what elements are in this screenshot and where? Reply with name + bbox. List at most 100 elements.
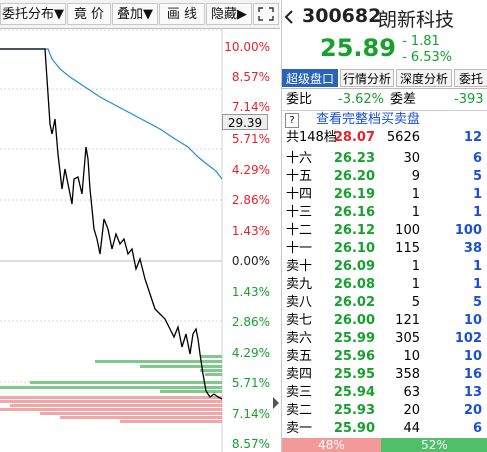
summary-count: 12 bbox=[463, 130, 482, 145]
y-label: 1.43% bbox=[231, 285, 270, 299]
ask-count: 6 bbox=[472, 421, 482, 436]
y-label: 4.29% bbox=[231, 346, 270, 360]
y-label: 7.14% bbox=[231, 100, 270, 114]
ask-row[interactable]: 十二 26.12 100 100 bbox=[282, 222, 487, 240]
ask-row[interactable]: 卖七 26.00 121 10 bbox=[282, 312, 487, 330]
ask-volume: 20 bbox=[403, 403, 420, 418]
ask-count: 38 bbox=[463, 241, 482, 256]
ask-count: 13 bbox=[463, 385, 482, 400]
y-label: 2.86% bbox=[231, 315, 270, 329]
y-label: 5.71% bbox=[231, 132, 270, 146]
ask-volume: 1 bbox=[411, 259, 420, 274]
ask-price: 25.93 bbox=[333, 403, 375, 418]
hide-button[interactable]: 隐藏▶ bbox=[206, 3, 252, 25]
order-ratio-value: -3.62% bbox=[338, 92, 384, 107]
ask-level: 卖六 bbox=[286, 331, 313, 346]
view-full-orderbook-link[interactable]: 查看完整档买卖盘 bbox=[316, 112, 421, 127]
price-line bbox=[0, 48, 223, 400]
ask-volume: 1 bbox=[411, 187, 420, 202]
ask-price: 26.08 bbox=[333, 277, 375, 292]
summary-volume: 5626 bbox=[386, 130, 420, 145]
ask-count: 6 bbox=[472, 151, 482, 166]
ask-price: 26.12 bbox=[333, 223, 375, 238]
ask-volume: 358 bbox=[395, 367, 420, 382]
ask-volume: 1 bbox=[411, 277, 420, 292]
fullscreen-icon[interactable] bbox=[253, 3, 279, 25]
y-label-zero: 0.00% bbox=[231, 254, 270, 268]
ask-row[interactable]: 卖九 26.08 1 1 bbox=[282, 276, 487, 294]
ask-volume: 30 bbox=[403, 151, 420, 166]
chart-canvas bbox=[0, 29, 223, 452]
ask-price: 26.16 bbox=[333, 205, 375, 220]
buy-ratio-text: 52% bbox=[421, 438, 448, 452]
summary-label: 共148档 bbox=[286, 130, 337, 145]
price-change: - 1.81 bbox=[402, 34, 440, 49]
ask-level: 十四 bbox=[286, 187, 313, 202]
ask-volume: 63 bbox=[403, 385, 420, 400]
ask-row[interactable]: 卖二 25.93 20 20 bbox=[282, 402, 487, 420]
ask-count: 20 bbox=[463, 403, 482, 418]
ask-price: 26.20 bbox=[333, 169, 375, 184]
sell-ratio-text: 48% bbox=[318, 438, 345, 452]
ask-row[interactable]: 卖八 26.02 5 5 bbox=[282, 294, 487, 312]
ask-row[interactable]: 卖十 26.09 1 1 bbox=[282, 258, 487, 276]
y-label: 2.86% bbox=[231, 193, 270, 207]
tab-market-analysis[interactable]: 行情分析 bbox=[340, 69, 394, 87]
ask-count: 16 bbox=[463, 367, 482, 382]
ask-volume: 115 bbox=[395, 241, 420, 256]
auction-button[interactable]: 竟 价 bbox=[67, 3, 111, 25]
ask-row[interactable]: 十五 26.20 9 5 bbox=[282, 168, 487, 186]
ask-row[interactable]: 卖五 25.96 10 10 bbox=[282, 348, 487, 366]
order-distribution-dropdown[interactable]: 委托分布▼ bbox=[0, 3, 66, 25]
stock-name: 朗新科技 bbox=[378, 9, 455, 31]
ask-row[interactable]: 十六 26.23 30 6 bbox=[282, 150, 487, 168]
ask-price: 26.10 bbox=[333, 241, 375, 256]
current-price: 25.89 bbox=[320, 34, 396, 62]
full-book-row: ? 查看完整档买卖盘 bbox=[282, 111, 487, 129]
buy-order-bars bbox=[0, 396, 222, 423]
ask-row[interactable]: 十四 26.19 1 1 bbox=[282, 186, 487, 204]
order-ratio-label: 委比 bbox=[286, 92, 313, 107]
ask-price: 26.02 bbox=[333, 295, 375, 310]
ask-volume: 44 bbox=[403, 421, 420, 436]
ask-level: 卖五 bbox=[286, 349, 313, 364]
y-label: 10.00% bbox=[224, 40, 270, 54]
overlay-dropdown[interactable]: 叠加▼ bbox=[112, 3, 158, 25]
price-marker: 29.39 bbox=[222, 114, 268, 130]
chart-toolbar: 委托分布▼ 竟 价 叠加▼ 画 线 隐藏▶ bbox=[0, 0, 280, 29]
tab-super-orderbook[interactable]: 超级盘口 bbox=[282, 69, 338, 87]
ask-volume: 305 bbox=[395, 331, 420, 346]
panel-tabs: 超级盘口 行情分析 深度分析 委托 bbox=[282, 68, 487, 89]
ask-row[interactable]: 十三 26.16 1 1 bbox=[282, 204, 487, 222]
ask-volume: 5 bbox=[411, 295, 420, 310]
ask-level: 十一 bbox=[286, 241, 313, 256]
ask-level: 卖九 bbox=[286, 277, 313, 292]
ask-row[interactable]: 卖一 25.90 44 6 bbox=[282, 420, 487, 438]
ask-price: 25.95 bbox=[333, 367, 375, 382]
ask-row[interactable]: 十一 26.10 115 38 bbox=[282, 240, 487, 258]
ask-row[interactable]: 卖六 25.99 305 102 bbox=[282, 330, 487, 348]
ask-volume: 10 bbox=[403, 349, 420, 364]
ask-level: 卖八 bbox=[286, 295, 313, 310]
ask-count: 5 bbox=[472, 169, 482, 184]
tab-orders[interactable]: 委托 bbox=[454, 69, 487, 87]
ask-count: 1 bbox=[472, 259, 482, 274]
tab-depth-analysis[interactable]: 深度分析 bbox=[396, 69, 452, 87]
ask-price: 26.09 bbox=[333, 259, 375, 274]
ask-price: 25.99 bbox=[333, 331, 375, 346]
collapse-arrow-icon[interactable] bbox=[272, 395, 280, 411]
ask-level: 卖七 bbox=[286, 313, 313, 328]
stock-code: 300682 bbox=[302, 5, 382, 27]
ask-level: 十六 bbox=[286, 151, 313, 166]
ask-row[interactable]: 卖三 25.94 63 13 bbox=[282, 384, 487, 402]
ask-row[interactable]: 卖四 25.95 358 16 bbox=[282, 366, 487, 384]
summary-price: 28.07 bbox=[333, 130, 375, 145]
help-icon[interactable]: ? bbox=[285, 113, 299, 128]
left-arrow-icon[interactable] bbox=[284, 9, 294, 29]
ask-level: 卖一 bbox=[286, 421, 313, 436]
draw-line-button[interactable]: 画 线 bbox=[159, 3, 205, 25]
quote-panel: 300682 朗新科技 25.89 - 1.81 - 6.53% 超级盘口 行情… bbox=[281, 0, 487, 452]
intraday-chart[interactable]: 10.00% 8.57% 7.14% 5.71% 4.29% 2.86% 1.4… bbox=[0, 29, 280, 452]
ask-volume: 1 bbox=[411, 205, 420, 220]
ask-price: 25.94 bbox=[333, 385, 375, 400]
